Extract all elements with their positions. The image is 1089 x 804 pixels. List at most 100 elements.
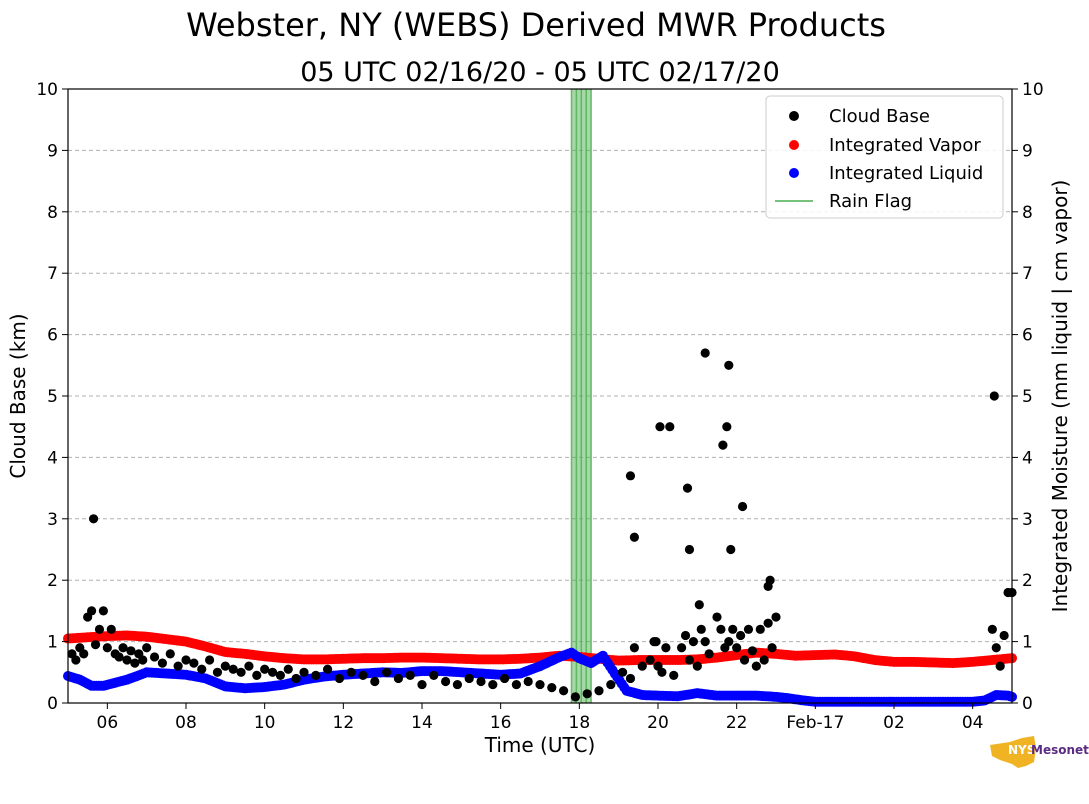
point-cloud-base [181,655,191,665]
point-cloud-base [138,655,148,665]
legend-label-cloud-base: Cloud Base [829,106,930,127]
point-cloud-base [205,655,215,665]
point-cloud-base [736,630,746,641]
point-cloud-base [106,624,116,634]
point-cloud-base [267,667,278,677]
logo-text: Mesonet [1031,743,1089,757]
point-cloud-base [700,637,710,647]
point-cloud-base [299,667,309,677]
point-cloud-base [724,360,734,370]
series-integrated-liquid [63,647,1017,707]
point-cloud-base [765,575,775,585]
point-cloud-base [618,667,628,677]
point-cloud-base [637,661,647,671]
point-cloud-base [500,673,510,684]
chart-title: Webster, NY (WEBS) Derived MWR Products [186,6,886,44]
point-cloud-base [726,544,736,555]
point-cloud-base [275,670,285,680]
point-cloud-base [535,679,545,690]
ny-state-shape-icon [990,736,1036,768]
point-cloud-base [759,655,769,665]
point-cloud-base [682,483,693,493]
point-cloud-base [763,618,773,628]
point-cloud-base [677,643,687,653]
point-cloud-base [118,643,128,653]
x-tick-label: 06 [97,713,119,733]
point-cloud-base [692,661,702,671]
y-tick-label-right: 1 [1022,633,1033,653]
point-cloud-base [716,624,726,634]
point-cloud-base [358,670,368,680]
x-tick-label: 04 [962,713,984,733]
y-tick-label: 2 [47,571,58,591]
y-tick-label-right: 4 [1022,448,1033,468]
rain-flag-band [570,89,592,703]
y-axis-label-right: Integrated Moisture (mm liquid | cm vapo… [1048,180,1072,613]
point-cloud-base [212,667,223,677]
point-cloud-base [718,440,728,450]
point-cloud-base [688,637,699,647]
y-tick-label-right: 8 [1022,203,1033,223]
point-cloud-base [311,670,321,680]
x-tick-label: 16 [490,713,512,733]
x-ticks: 06 08 10 12 14 16 18 20 22 Feb-17 02 04 [97,703,984,733]
point-cloud-base [511,679,521,690]
legend: Cloud Base Integrated Vapor Integrated L… [765,95,1004,219]
point-cloud-base [523,676,533,687]
point-cloud-base [441,676,451,687]
point-cloud-base [87,606,97,616]
point-cloud-base [625,471,636,481]
x-tick-label: Feb-17 [786,713,844,733]
point-cloud-base [661,643,671,653]
y-tick-label-right: 3 [1022,510,1033,530]
point-cloud-base [220,661,230,671]
point-cloud-base [995,661,1005,671]
y-tick-label: 10 [36,80,58,100]
point-cloud-base [228,664,238,674]
y-tick-label-right: 5 [1022,387,1033,407]
point-cloud-base [126,646,136,656]
legend-marker-integrated-liquid [789,168,799,178]
point-cloud-base [370,676,380,687]
point-cloud-base [655,422,665,432]
point-cloud-base [88,514,99,524]
point-cloud-base [429,670,439,680]
point-cloud-base [197,664,207,674]
point-cloud-base [260,664,270,674]
point-cloud-base [751,661,761,671]
x-tick-label: 08 [175,713,197,733]
point-cloud-base [594,686,604,696]
point-cloud-base [737,501,748,512]
point-cloud-base [747,646,758,656]
point-cloud-base [382,667,392,677]
x-tick-label: 20 [647,713,669,733]
point-cloud-base [79,649,89,659]
point-cloud-base [999,630,1009,641]
logo-prefix: NYS [1008,743,1035,757]
legend-marker-cloud-base [789,111,799,121]
point-cloud-base [142,643,152,653]
point-cloud-base [559,686,569,696]
y-axis-label-left: Cloud Base (km) [6,313,30,478]
point-cloud-base [665,422,675,432]
point-cloud-base [165,649,175,659]
legend-marker-integrated-vapor [789,140,799,150]
point-cloud-base [696,624,706,634]
point-cloud-base [114,652,124,662]
point-cloud-base [629,643,640,653]
y-ticks-right: 0 1 2 3 4 5 6 7 8 9 10 [1012,80,1044,714]
point-cloud-base [149,652,160,662]
point-cloud-base [71,655,81,665]
point-cloud-base [189,658,199,668]
point-cloud-base [417,679,427,690]
y-tick-label: 4 [47,448,58,468]
legend-label-integrated-liquid: Integrated Liquid [829,163,983,184]
point-cloud-base [694,600,704,610]
point-cloud-base [405,670,415,680]
point-cloud-base [629,532,640,542]
x-tick-label: 18 [569,713,591,733]
y-tick-label: 5 [47,387,58,407]
point-cloud-base [452,679,462,690]
y-tick-label: 9 [47,141,58,161]
